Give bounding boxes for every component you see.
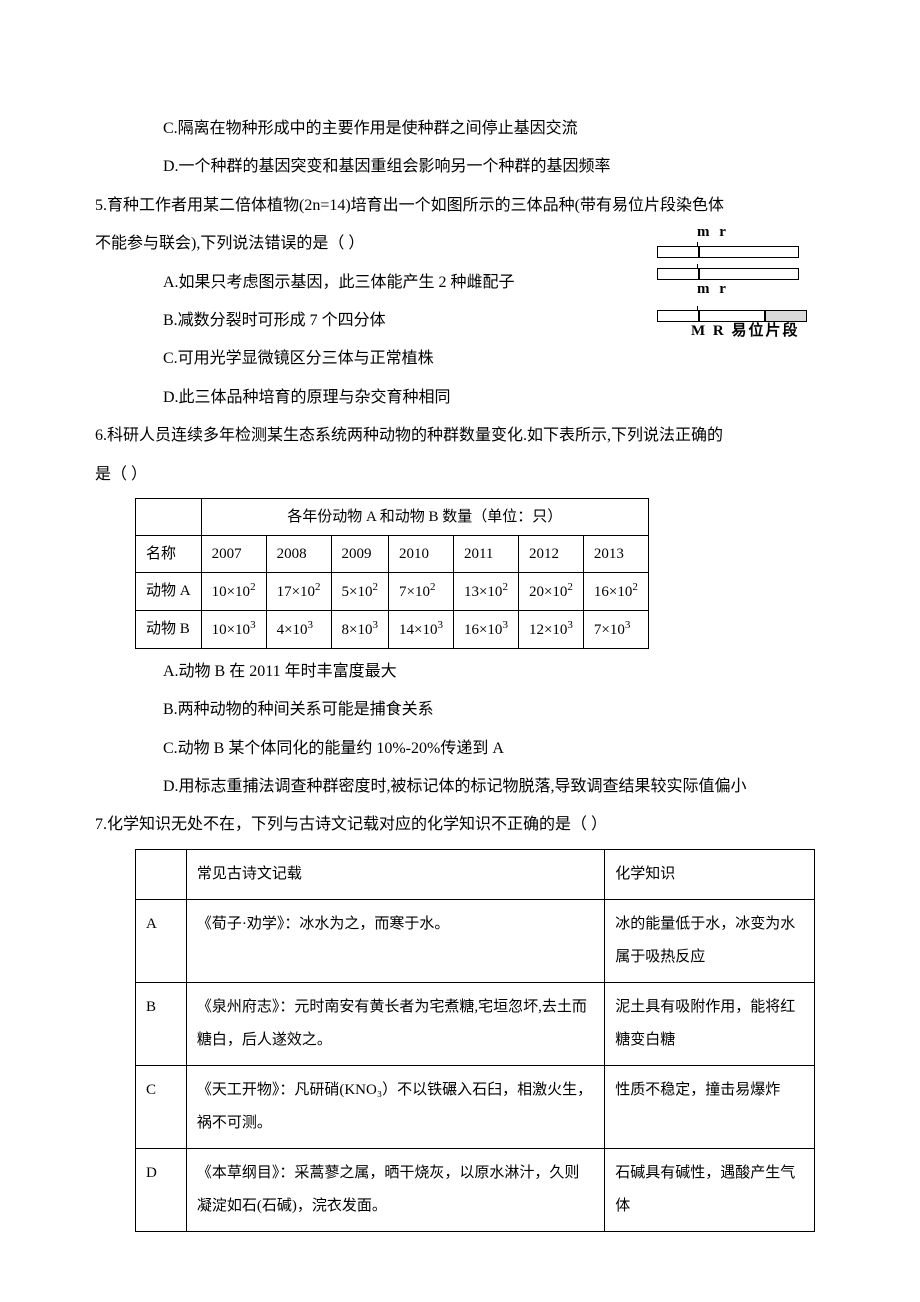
q6-stem-line2: 是（ ）	[95, 456, 825, 494]
q7-row-a: A 《荀子·劝学》：冰水为之，而寒于水。 冰的能量低于水，冰变为水属于吸热反应	[136, 899, 815, 982]
q7-row-d: D 《本草纲目》：采蒿蓼之属，晒干烧灰，以原水淋汁，久则凝淀如石(石碱)，浣衣发…	[136, 1148, 815, 1231]
q5-chromosome-figure: m r m r M R 易位片段	[657, 223, 835, 348]
q7-c-left: 《天工开物》：凡研硝(KNO₃）不以铁碾入石臼，相激火生，祸不可测。	[186, 1065, 604, 1148]
q6-row-name: 动物 A	[136, 572, 202, 610]
q6-col-year: 2009	[331, 535, 388, 572]
q6-cell: 13×102	[453, 572, 518, 610]
q4-option-d: D.一个种群的基因突变和基因重组会影响另一个种群的基因频率	[95, 148, 825, 186]
q6-col-year: 2012	[518, 535, 583, 572]
q6-option-d: D.用标志重捕法调查种群密度时,被标记体的标记物脱落,导致调查结果较实际值偏小	[95, 768, 825, 806]
q7-h2: 化学知识	[605, 849, 815, 899]
q7-a-left: 《荀子·劝学》：冰水为之，而寒于水。	[186, 899, 604, 982]
q7-b-key: B	[136, 982, 187, 1065]
q7-d-left: 《本草纲目》：采蒿蓼之属，晒干烧灰，以原水淋汁，久则凝淀如石(石碱)，浣衣发面。	[186, 1148, 604, 1231]
fig-label-top: m r	[657, 223, 835, 243]
q6-cell: 4×103	[266, 610, 331, 648]
q7-header-row: 常见古诗文记载 化学知识	[136, 849, 815, 899]
q6-cell: 14×103	[389, 610, 454, 648]
q6-col-year: 2013	[583, 535, 648, 572]
q6-col-year: 2010	[389, 535, 454, 572]
q6-cell: 7×102	[389, 572, 454, 610]
q7-a-right: 冰的能量低于水，冰变为水属于吸热反应	[605, 899, 815, 982]
q7-a-key: A	[136, 899, 187, 982]
q6-row-a: 动物 A10×10217×1025×1027×10213×10220×10216…	[136, 572, 649, 610]
q5-option-d: D.此三体品种培育的原理与杂交育种相同	[95, 379, 825, 417]
q6-option-a: A.动物 B 在 2011 年时丰富度最大	[95, 653, 825, 691]
q6-cell: 10×102	[201, 572, 266, 610]
q4-option-c: C.隔离在物种形成中的主要作用是使种群之间停止基因交流	[95, 110, 825, 148]
q6-row-name: 动物 B	[136, 610, 202, 648]
q7-h0	[136, 849, 187, 899]
table-blank-cell	[136, 498, 202, 535]
q6-table-title: 各年份动物 A 和动物 B 数量（单位：只）	[201, 498, 648, 535]
q5-block: 5.育种工作者用某二倍体植物(2n=14)培育出一个如图所示的三体品种(带有易位…	[95, 187, 825, 417]
q6-option-b: B.两种动物的种间关系可能是捕食关系	[95, 691, 825, 729]
q6-header-row: 名称2007200820092010201120122013	[136, 535, 649, 572]
q7-stem: 7.化学知识无处不在，下列与古诗文记载对应的化学知识不正确的是（ ）	[95, 806, 825, 844]
q6-cell: 5×102	[331, 572, 388, 610]
q6-col-year: 2011	[453, 535, 518, 572]
q6-cell: 20×102	[518, 572, 583, 610]
document-page: C.隔离在物种形成中的主要作用是使种群之间停止基因交流 D.一个种群的基因突变和…	[0, 0, 920, 1292]
q6-row-b: 动物 B10×1034×1038×10314×10316×10312×1037×…	[136, 610, 649, 648]
q6-cell: 10×103	[201, 610, 266, 648]
q7-d-right: 石碱具有碱性，遇酸产生气体	[605, 1148, 815, 1231]
q6-cell: 16×103	[453, 610, 518, 648]
q6-col-year: 2008	[266, 535, 331, 572]
q7-h1: 常见古诗文记载	[186, 849, 604, 899]
fig-label-mid: m r	[657, 280, 835, 300]
fig-label-bottom: M R 易位片段	[657, 322, 835, 342]
q6-col-year: 2007	[201, 535, 266, 572]
q7-row-b: B 《泉州府志》：元时南安有黄长者为宅煮糖,宅垣忽坏,去土而糖白，后人遂效之。 …	[136, 982, 815, 1065]
q6-cell: 12×103	[518, 610, 583, 648]
q6-data-table: 各年份动物 A 和动物 B 数量（单位：只） 名称200720082009201…	[135, 498, 649, 649]
q7-d-key: D	[136, 1148, 187, 1231]
q6-cell: 7×103	[583, 610, 648, 648]
q6-cell: 17×102	[266, 572, 331, 610]
q6-cell: 16×102	[583, 572, 648, 610]
q7-c-right: 性质不稳定，撞击易爆炸	[605, 1065, 815, 1148]
q7-row-c: C 《天工开物》：凡研硝(KNO₃）不以铁碾入石臼，相激火生，祸不可测。 性质不…	[136, 1065, 815, 1148]
q6-option-c: C.动物 B 某个体同化的能量约 10%-20%传递到 A	[95, 730, 825, 768]
q7-table: 常见古诗文记载 化学知识 A 《荀子·劝学》：冰水为之，而寒于水。 冰的能量低于…	[135, 849, 815, 1232]
q7-b-right: 泥土具有吸附作用，能将红糖变白糖	[605, 982, 815, 1065]
q7-b-left: 《泉州府志》：元时南安有黄长者为宅煮糖,宅垣忽坏,去土而糖白，后人遂效之。	[186, 982, 604, 1065]
q6-cell: 8×103	[331, 610, 388, 648]
q6-col-name: 名称	[136, 535, 202, 572]
q6-stem-line1: 6.科研人员连续多年检测某生态系统两种动物的种群数量变化.如下表所示,下列说法正…	[95, 417, 825, 455]
q5-stem-line1: 5.育种工作者用某二倍体植物(2n=14)培育出一个如图所示的三体品种(带有易位…	[95, 187, 825, 225]
q7-c-key: C	[136, 1065, 187, 1148]
